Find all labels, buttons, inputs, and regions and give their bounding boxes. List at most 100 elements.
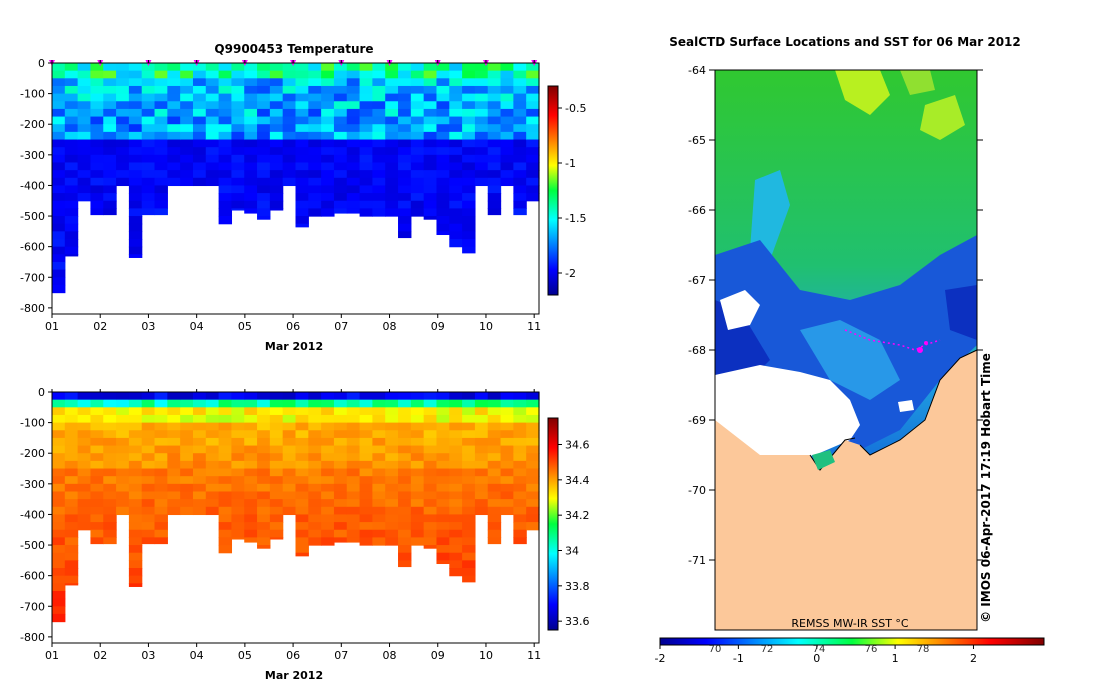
field-cell <box>385 468 399 477</box>
field-cell <box>64 170 79 179</box>
field-cell <box>244 445 258 454</box>
field-cell <box>141 522 156 531</box>
field-cell <box>269 499 284 508</box>
lat-tick-label: -67 <box>688 274 706 287</box>
field-cell <box>192 85 207 95</box>
y-tick-label: -500 <box>20 539 45 552</box>
field-cell <box>282 468 297 477</box>
field-cell <box>308 185 322 194</box>
field-cell <box>398 147 412 156</box>
field-cell <box>218 445 233 454</box>
field-cell <box>436 491 450 500</box>
field-cell <box>295 116 309 125</box>
field-cell <box>462 568 476 577</box>
field-cell <box>180 499 194 508</box>
field-cell <box>64 177 79 187</box>
field-cell <box>218 116 233 125</box>
field-cell <box>385 101 399 110</box>
field-cell <box>372 170 386 179</box>
field-cell <box>103 506 117 516</box>
field-cell <box>321 93 335 102</box>
field-cell <box>526 131 540 141</box>
field-cell <box>244 108 258 118</box>
field-cell <box>500 468 514 477</box>
field-cell <box>244 78 258 87</box>
field-cell <box>372 124 386 133</box>
field-cell <box>398 70 412 79</box>
field-cell <box>90 78 104 87</box>
cb-tick-label: 0 <box>813 652 820 665</box>
field-cell <box>436 185 450 194</box>
field-cell <box>449 200 463 209</box>
field-cell <box>116 399 130 408</box>
field-cell <box>77 63 92 72</box>
field-cell <box>526 147 540 156</box>
field-cell <box>436 407 450 416</box>
field-cell <box>462 246 476 254</box>
field-cell <box>231 529 245 538</box>
field-cell <box>462 78 476 87</box>
field-cell <box>141 392 156 401</box>
field-cell <box>410 85 425 95</box>
field-cell <box>52 254 66 263</box>
field-cell <box>257 208 271 217</box>
field-cell <box>385 476 399 485</box>
field-cell <box>500 63 514 72</box>
field-cell <box>77 522 92 531</box>
field-cell <box>64 560 79 569</box>
field-cell <box>180 85 194 95</box>
field-cell <box>436 193 450 202</box>
field-cell <box>423 399 438 408</box>
field-cell <box>64 193 79 202</box>
field-cell <box>462 185 476 194</box>
field-cell <box>244 422 258 431</box>
field-cell <box>218 453 233 462</box>
field-cell <box>462 522 476 531</box>
field-cell <box>90 529 104 538</box>
field-cell <box>64 583 79 586</box>
field-cell <box>423 131 438 141</box>
field-cell <box>308 124 322 133</box>
field-cell <box>474 437 489 447</box>
field-cell <box>116 483 130 493</box>
field-cell <box>372 85 386 95</box>
field-cell <box>449 407 463 416</box>
field-cell <box>321 101 335 110</box>
field-cell <box>346 499 361 508</box>
field-cell <box>321 108 335 118</box>
field-cell <box>90 131 104 141</box>
field-cell <box>321 468 335 477</box>
field-cell <box>257 476 271 485</box>
field-cell <box>449 545 463 554</box>
y-tick-label: -100 <box>20 417 45 430</box>
field-cell <box>116 499 130 508</box>
field-cell <box>257 414 271 424</box>
field-cell <box>321 453 335 462</box>
field-cell <box>52 437 66 447</box>
field-cell <box>64 147 79 156</box>
field-cell <box>103 430 117 439</box>
field-cell <box>321 514 335 523</box>
field-cell <box>333 407 348 416</box>
field-cell <box>513 392 527 401</box>
field-cell <box>64 491 79 500</box>
field-cell <box>192 78 207 87</box>
field-cell <box>372 200 386 209</box>
field-cell <box>410 78 425 87</box>
field-cell <box>359 414 373 424</box>
field-cell <box>90 453 104 462</box>
field-cell <box>436 216 450 225</box>
field-cell <box>192 430 207 439</box>
field-cell <box>192 499 207 508</box>
field-cell <box>192 116 207 125</box>
field-cell <box>180 116 194 125</box>
field-cell <box>513 529 527 538</box>
field-cell <box>231 93 245 102</box>
field-cell <box>410 185 425 194</box>
field-cell <box>154 70 168 79</box>
field-cell <box>308 430 322 439</box>
field-cell <box>128 139 143 148</box>
field-cell <box>487 392 502 401</box>
field-cell <box>257 399 271 408</box>
field-cell <box>64 552 79 561</box>
